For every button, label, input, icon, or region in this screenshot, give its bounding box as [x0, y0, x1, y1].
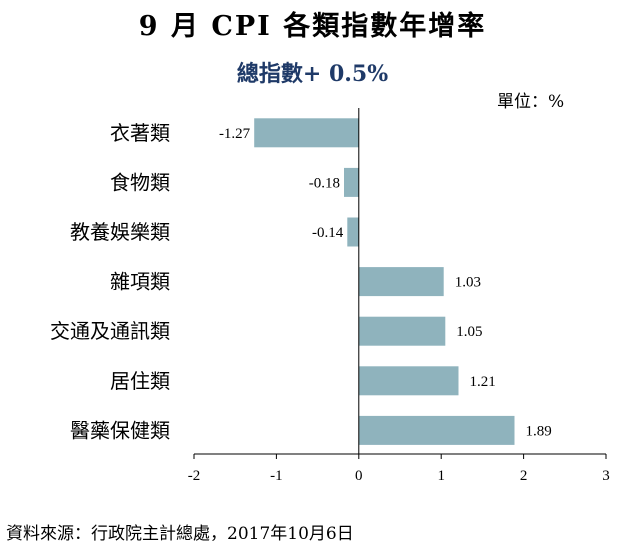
unit-label: 單位：% — [497, 92, 565, 112]
data-label: 1.21 — [470, 374, 496, 390]
bar — [347, 217, 359, 247]
category-label: 交通及通訊類 — [50, 319, 170, 343]
data-label: 1.03 — [455, 275, 481, 291]
x-tick-label: 3 — [602, 468, 610, 484]
data-label: 1.05 — [456, 324, 482, 340]
x-tick-label: 2 — [520, 468, 528, 484]
source-note: 資料來源：行政院主計總處，2017年10月6日 — [6, 524, 354, 544]
category-label: 醫藥保健類 — [70, 418, 170, 442]
category-label: 雜項類 — [110, 270, 170, 294]
bar — [358, 415, 515, 445]
chart-subtitle: 總指數+ 0.5% — [236, 61, 389, 87]
category-label: 居住類 — [110, 369, 170, 393]
bar — [254, 118, 359, 148]
category-label: 食物類 — [110, 170, 170, 194]
category-label: 衣著類 — [110, 121, 170, 145]
bar — [358, 316, 446, 346]
chart-title: 9 月 CPI 各類指數年增率 — [138, 11, 487, 42]
data-label: -0.14 — [312, 225, 344, 241]
data-label: -0.18 — [309, 175, 340, 191]
x-tick-label: -1 — [270, 468, 283, 484]
x-tick-label: 0 — [355, 468, 363, 484]
bar — [358, 366, 459, 396]
bar — [344, 167, 359, 197]
x-tick-label: 1 — [437, 468, 445, 484]
category-label: 教養娛樂類 — [70, 220, 170, 244]
bar — [358, 267, 444, 297]
data-label: -1.27 — [219, 126, 251, 142]
data-label: 1.89 — [526, 423, 552, 439]
x-tick-label: -2 — [188, 468, 201, 484]
